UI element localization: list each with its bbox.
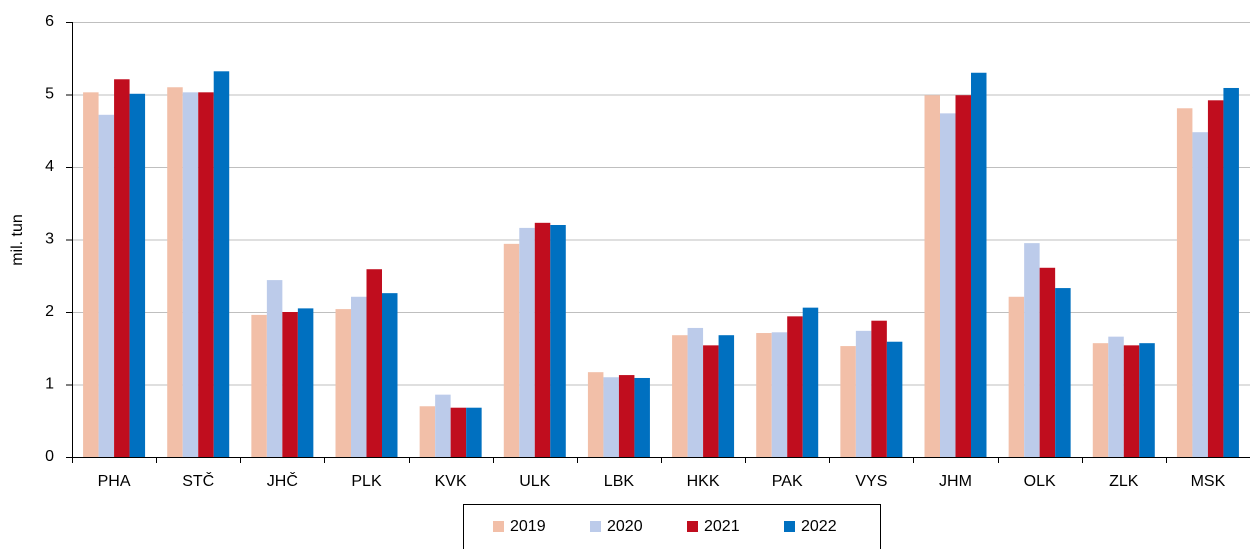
x-tick-label: STČ — [182, 471, 214, 490]
bar — [1092, 343, 1109, 457]
legend-swatch — [784, 521, 795, 532]
x-tick-label: ULK — [519, 473, 550, 490]
bar — [756, 333, 772, 457]
bar — [771, 332, 788, 457]
x-tick-label: VYS — [855, 473, 887, 490]
bar — [971, 72, 987, 457]
bar — [282, 312, 298, 457]
bar — [840, 346, 856, 457]
legend-label: 2019 — [510, 518, 546, 535]
x-tick-label: HKK — [687, 473, 720, 490]
x-tick-label: MSK — [1191, 473, 1226, 490]
x-tick-label: JHM — [939, 473, 972, 490]
y-tick-label: 3 — [45, 231, 54, 248]
y-tick-label: 4 — [45, 158, 54, 175]
bar — [855, 330, 872, 457]
x-tick-label: JHČ — [267, 471, 298, 490]
legend-swatch — [590, 521, 601, 532]
legend-box — [463, 504, 881, 549]
bar — [435, 394, 451, 457]
bar — [251, 314, 267, 457]
legend-swatch — [493, 521, 504, 532]
x-tick-label: PAK — [772, 473, 803, 490]
bar — [886, 341, 903, 457]
bar — [1039, 267, 1056, 457]
bar — [1008, 296, 1025, 457]
bar — [519, 227, 535, 457]
bar — [1024, 243, 1040, 457]
bar — [534, 222, 551, 457]
bar — [634, 377, 650, 457]
bar — [213, 71, 230, 458]
x-tick-label: LBK — [604, 473, 635, 490]
bar — [703, 345, 719, 457]
bar — [450, 407, 467, 457]
bar — [335, 309, 351, 457]
y-tick-label: 5 — [45, 86, 54, 103]
legend-label: 2020 — [607, 518, 643, 535]
bar — [550, 225, 566, 457]
x-tick-label: OLK — [1024, 473, 1056, 490]
bar — [129, 93, 146, 458]
bar — [419, 406, 436, 457]
bar — [955, 95, 971, 457]
bar — [871, 320, 887, 457]
bar — [687, 327, 704, 457]
legend-swatch — [687, 521, 698, 532]
bar — [382, 293, 398, 457]
x-tick-label: KVK — [435, 473, 467, 490]
bar — [718, 335, 735, 457]
x-tick-label: PLK — [351, 473, 382, 490]
bar — [167, 87, 183, 457]
legend-label: 2022 — [801, 518, 837, 535]
bar — [924, 95, 940, 457]
bar — [98, 114, 115, 458]
bar — [587, 372, 604, 457]
bar — [802, 307, 819, 457]
x-tick-label: PHA — [98, 473, 131, 490]
bar — [1207, 100, 1224, 458]
bar — [618, 375, 635, 457]
bar — [1192, 132, 1208, 457]
bar — [351, 296, 367, 457]
bar — [940, 113, 956, 457]
bar — [1108, 336, 1124, 457]
y-tick-label: 2 — [45, 303, 54, 320]
bar — [503, 243, 520, 457]
bar — [198, 92, 214, 457]
bar — [1176, 108, 1193, 458]
y-tick-label: 1 — [45, 376, 54, 393]
bar — [83, 92, 99, 457]
y-tick-label: 6 — [45, 13, 54, 30]
bar — [114, 79, 130, 458]
bar — [466, 407, 482, 457]
bar — [787, 316, 803, 457]
bar — [266, 280, 283, 457]
bar — [1123, 345, 1140, 457]
legend-label: 2021 — [704, 518, 740, 535]
bar — [1223, 87, 1239, 457]
x-tick-label: ZLK — [1109, 473, 1139, 490]
bar — [603, 377, 619, 457]
bar — [1055, 288, 1071, 457]
bar — [297, 308, 314, 457]
bar — [366, 269, 382, 457]
bar — [1139, 343, 1155, 457]
bar — [672, 335, 688, 457]
y-tick-label: 0 — [45, 448, 54, 465]
y-axis-label: mil. tun — [9, 214, 26, 266]
bar — [182, 92, 199, 457]
